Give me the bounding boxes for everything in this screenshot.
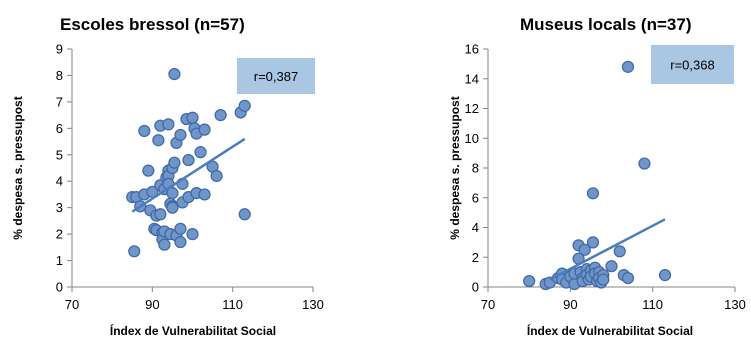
data-point [166,187,179,200]
data-point [523,274,536,288]
y-tick-label: 4 [472,220,479,235]
x-tick-label: 90 [145,297,159,312]
data-point [198,123,211,136]
data-point [174,235,187,249]
x-axis-label: Índex de Vulnerabilitat Social [527,323,693,338]
y-tick-label: 9 [56,42,63,57]
correlation-label: r=0,368 [670,58,714,73]
data-point [186,111,199,124]
data-point [605,260,618,273]
chart-title: Museus locals (n=37) [520,15,691,34]
x-tick-label: 70 [65,297,79,312]
data-point [168,156,181,169]
data-point [158,238,171,251]
data-point [138,124,151,138]
data-point [162,118,175,131]
y-tick-label: 8 [472,161,479,176]
data-point [586,187,600,200]
data-point [174,222,187,235]
data-point [128,245,141,258]
y-tick-label: 12 [465,101,479,116]
data-point [154,208,167,221]
correlation-box [237,58,315,94]
data-point [152,134,165,147]
data-point [142,164,155,177]
data-point [210,169,223,183]
y-tick-label: 5 [56,147,63,162]
chart-title: Escoles bressol (n=57) [60,15,245,34]
trend-line [549,218,666,281]
y-tick-label: 7 [56,94,63,109]
x-tick-label: 130 [724,297,746,312]
y-tick-label: 6 [56,121,63,136]
x-tick-label: 90 [563,297,577,312]
y-tick-label: 14 [465,71,479,86]
data-point [613,245,626,258]
data-point [578,243,591,256]
data-point [238,99,251,112]
y-tick-label: 3 [56,200,63,215]
y-axis-label: % despesa s. pressupost [11,96,25,239]
y-tick-label: 4 [56,174,63,189]
data-point [586,236,600,249]
data-point [186,228,199,241]
y-tick-label: 8 [56,68,63,83]
x-tick-label: 110 [642,297,663,312]
data-point [214,109,227,122]
data-point [621,271,635,285]
y-tick-label: 6 [472,190,479,205]
data-point [166,201,179,214]
trend-line [131,137,246,213]
y-tick-label: 2 [56,227,63,242]
y-tick-label: 0 [56,280,63,295]
x-tick-label: 110 [222,297,243,312]
y-tick-label: 10 [465,131,479,146]
y-tick-label: 2 [472,250,479,265]
x-tick-label: 70 [481,297,495,312]
data-point [198,188,211,201]
x-axis-label: Índex de Vulnerabilitat Social [110,323,276,338]
data-point [597,273,610,286]
data-point [658,269,672,282]
correlation-label: r=0,387 [254,69,298,84]
data-point [194,146,207,159]
data-point [638,157,651,170]
data-point [182,153,195,167]
correlation-box [651,45,734,84]
chart-escoles-bressol: Escoles bressol (n=57) Índex de Vulnerab… [11,15,324,338]
x-tick-label: 130 [302,297,324,312]
y-tick-label: 0 [472,280,479,295]
y-axis-label: % despesa s. pressupost [448,96,462,239]
chart-museus-locals: Museus locals (n=37) Índex de Vulnerabil… [448,15,746,338]
y-tick-label: 1 [56,253,63,268]
data-point [621,60,635,73]
data-point [238,208,251,221]
y-tick-label: 16 [465,42,479,57]
data-point [174,128,187,142]
data-point [168,68,181,81]
